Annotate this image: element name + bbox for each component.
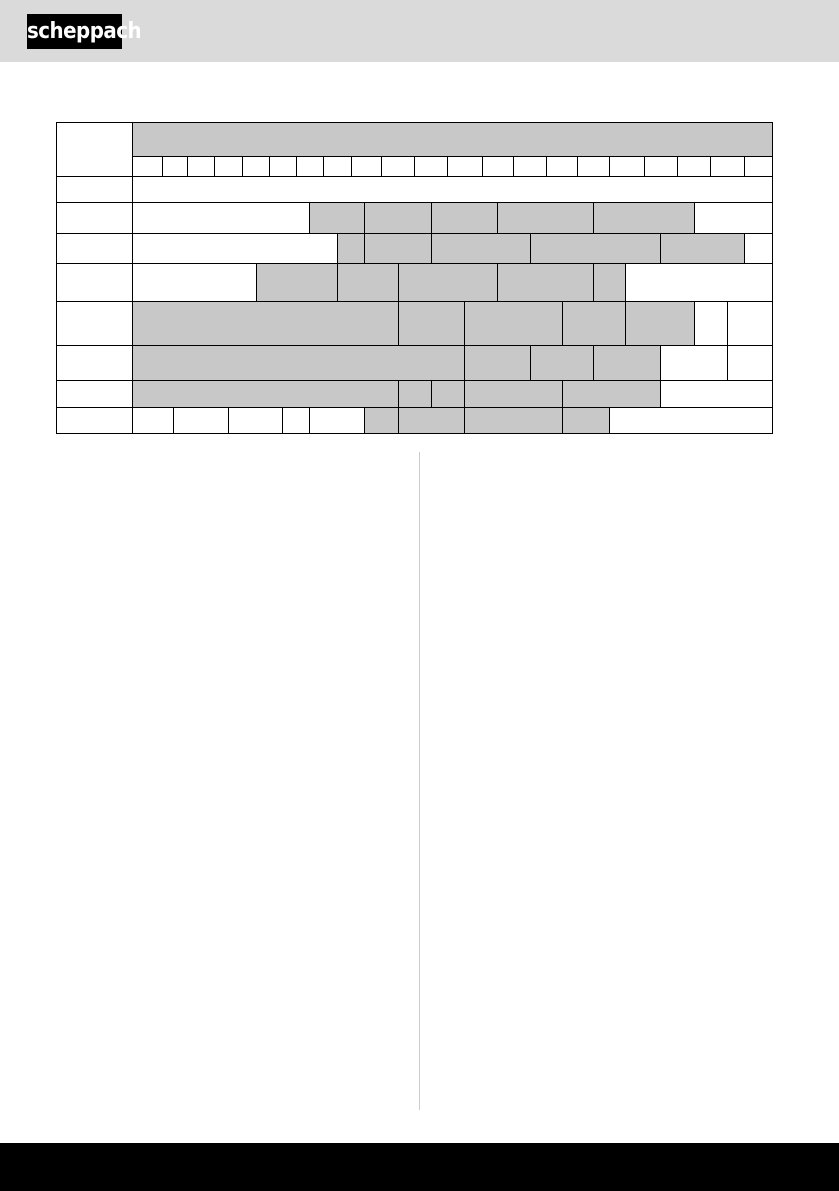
row-header-cell	[56, 122, 133, 177]
column-header-cell	[296, 156, 324, 177]
column-header-cell	[482, 156, 514, 177]
column-header-cell	[381, 156, 415, 177]
table-cell	[609, 407, 773, 434]
shaded-cell	[562, 301, 626, 346]
column-header-cell	[214, 156, 243, 177]
table-cell	[660, 380, 773, 408]
row-header-cell	[56, 263, 133, 302]
shaded-cell	[530, 345, 594, 381]
shaded-cell	[132, 301, 399, 346]
shaded-cell	[625, 301, 695, 346]
shaded-cell	[431, 202, 498, 234]
column-header-cell	[162, 156, 188, 177]
table-cell	[309, 407, 365, 434]
shaded-cell	[256, 263, 338, 302]
shaded-cell	[593, 345, 661, 381]
column-header-cell	[644, 156, 678, 177]
column-header-cell	[414, 156, 448, 177]
page-footer	[0, 1143, 839, 1191]
row-header-cell	[56, 202, 133, 234]
row-header-cell	[56, 301, 133, 346]
shaded-cell	[431, 233, 531, 264]
column-header-cell	[546, 156, 578, 177]
shaded-cell	[464, 345, 531, 381]
shaded-cell	[530, 233, 661, 264]
column-header-cell	[242, 156, 270, 177]
row-header-cell	[56, 407, 133, 434]
table-cell	[132, 233, 338, 264]
column-header-cell	[351, 156, 382, 177]
shaded-cell	[132, 380, 399, 408]
table-cell	[625, 263, 773, 302]
shaded-cell	[660, 233, 745, 264]
shaded-cell	[398, 380, 432, 408]
table-cell	[744, 233, 773, 264]
table-cell	[727, 301, 773, 346]
table-cell	[660, 345, 728, 381]
column-header-cell	[323, 156, 352, 177]
shaded-cell	[464, 407, 563, 434]
row-header-cell	[56, 345, 133, 381]
scheppach-logo: scheppach	[27, 14, 142, 49]
column-header-cell	[447, 156, 483, 177]
shaded-cell	[398, 301, 465, 346]
shaded-cell	[593, 202, 695, 234]
shaded-cell	[464, 301, 563, 346]
column-header-cell	[677, 156, 711, 177]
column-header-cell	[513, 156, 547, 177]
column-header-cell	[577, 156, 610, 177]
shaded-cell	[337, 233, 365, 264]
column-header-cell	[710, 156, 745, 177]
shaded-cell	[562, 407, 610, 434]
page-header: scheppach	[0, 0, 839, 62]
shaded-cell	[309, 202, 365, 234]
table-cell	[282, 407, 310, 434]
column-group-header	[132, 122, 773, 157]
row-header-cell	[56, 380, 133, 408]
column-divider	[419, 452, 420, 1110]
table-cell	[132, 202, 310, 234]
table-cell	[132, 263, 257, 302]
table-cell	[132, 407, 174, 434]
shaded-cell	[593, 263, 626, 302]
shaded-cell	[431, 380, 465, 408]
row-header-cell	[56, 233, 133, 264]
table-cell	[727, 345, 773, 381]
shaded-cell	[497, 263, 594, 302]
column-header-cell	[744, 156, 773, 177]
shaded-cell	[398, 263, 498, 302]
shaded-cell	[364, 202, 432, 234]
column-header-cell	[187, 156, 215, 177]
table-cell	[173, 407, 229, 434]
column-header-cell	[609, 156, 645, 177]
table-cell	[694, 301, 728, 346]
shaded-cell	[562, 380, 661, 408]
table-cell	[228, 407, 283, 434]
shaded-cell	[364, 233, 432, 264]
row-header-cell	[56, 176, 133, 203]
column-header-cell	[269, 156, 297, 177]
shaded-cell	[132, 345, 465, 381]
shaded-cell	[398, 407, 465, 434]
shaded-cell	[364, 407, 399, 434]
table-cell	[694, 202, 773, 234]
shaded-cell	[497, 202, 594, 234]
column-header-cell	[132, 156, 163, 177]
shaded-cell	[337, 263, 399, 302]
table-cell	[132, 176, 773, 203]
shaded-cell	[464, 380, 563, 408]
